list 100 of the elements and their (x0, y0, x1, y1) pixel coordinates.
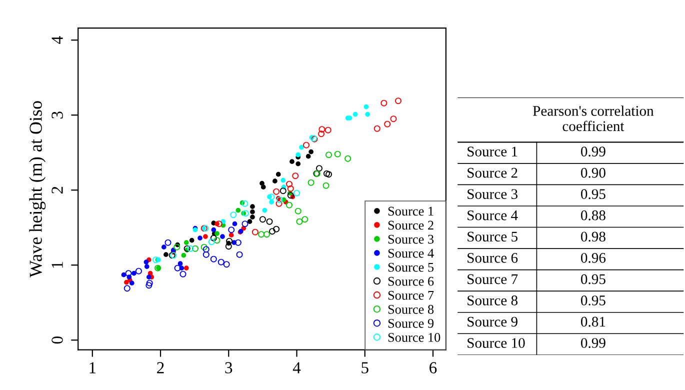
point (308, 149, 314, 154)
legend-label: Source 1 (388, 206, 434, 216)
point (288, 190, 292, 196)
point (181, 252, 186, 258)
point (179, 266, 184, 270)
x-tick-label: 1 (90, 362, 96, 374)
point (146, 274, 152, 280)
point (228, 232, 234, 238)
data-label: 0.95 (581, 274, 606, 284)
point (220, 234, 225, 239)
point (121, 272, 126, 278)
point (260, 180, 264, 186)
point (309, 135, 314, 140)
point (281, 184, 286, 190)
point (144, 264, 150, 269)
point (184, 240, 189, 245)
category-label: Source 5 (468, 232, 518, 242)
point (130, 280, 134, 286)
x-tick-label: 3 (225, 362, 232, 374)
y-tick-label: 1 (52, 262, 63, 268)
y-tick-label: 3 (52, 112, 63, 118)
category-label: Source 9 (468, 316, 518, 327)
category-label: Source 3 (468, 189, 518, 200)
point (144, 260, 149, 264)
data-label: 0.95 (581, 296, 606, 306)
point (267, 194, 272, 200)
point (162, 244, 166, 250)
category-label: Source 8 (468, 296, 518, 306)
point (250, 214, 255, 220)
point (272, 178, 278, 184)
y-tick-label: 4 (52, 36, 63, 44)
legend-label: Source 5 (388, 262, 434, 272)
legend-label: Source 7 (388, 290, 434, 300)
point (232, 240, 236, 245)
y-axis-title: Wave height (m) at Oiso (29, 101, 46, 278)
point (306, 154, 311, 159)
category-label: Source 7 (468, 274, 518, 284)
point (364, 104, 369, 110)
point (236, 208, 241, 213)
point (260, 184, 266, 190)
point (241, 226, 246, 231)
point (132, 270, 136, 276)
category-label: Source 2 (468, 168, 518, 178)
data-label: 0.96 (581, 252, 606, 263)
point (175, 242, 180, 248)
legend-label: Source 2 (388, 220, 434, 230)
category-label: Source 6 (468, 253, 518, 263)
point (126, 274, 132, 280)
data-label: 0.90 (581, 168, 606, 178)
point (290, 159, 294, 164)
point (281, 197, 286, 202)
point (290, 194, 296, 200)
legend-label: Source 9 (388, 318, 434, 328)
x-tick-label: 6 (430, 362, 437, 374)
point (184, 248, 190, 252)
point (250, 209, 255, 214)
legend-label: Source 8 (388, 304, 434, 314)
point (276, 172, 281, 177)
point (240, 200, 245, 206)
point (352, 112, 358, 117)
y-tick-label: 2 (52, 186, 63, 194)
point (299, 144, 304, 150)
point (247, 219, 252, 224)
x-tick-label: 4 (292, 362, 301, 374)
legend-label: Source 4 (388, 248, 434, 258)
point (269, 200, 274, 204)
legend-label: Source 3 (388, 234, 434, 244)
data-label: 0.99 (581, 338, 606, 348)
x-tick-label: 2 (157, 362, 164, 374)
legend-label: Source 6 (388, 276, 434, 286)
legend-label: Source 10 (388, 332, 440, 342)
category-label: Source 1 (468, 146, 518, 156)
point (164, 252, 168, 257)
point (189, 238, 194, 243)
point (124, 280, 129, 285)
point (296, 161, 301, 166)
point (365, 112, 370, 117)
category-label: Source 4 (468, 210, 518, 220)
point (214, 231, 220, 236)
point (296, 152, 301, 158)
data-label: 0.95 (581, 189, 606, 200)
y-tick-label: 0 (52, 336, 63, 344)
data-label: 0.81 (581, 316, 606, 327)
point (184, 266, 189, 270)
data-label: 0.88 (581, 210, 606, 220)
category-label: Source 10 (468, 338, 525, 348)
point (250, 204, 255, 209)
point (211, 227, 216, 232)
point (232, 221, 238, 226)
point (262, 208, 268, 213)
x-tick-label: 5 (362, 362, 368, 374)
point (214, 221, 220, 226)
point (226, 240, 232, 246)
point (178, 261, 183, 266)
point (203, 234, 208, 239)
text: Pearson's correlation coefficient (532, 106, 654, 132)
point (280, 178, 286, 183)
point (241, 210, 246, 216)
point (220, 219, 226, 224)
point (198, 236, 202, 240)
